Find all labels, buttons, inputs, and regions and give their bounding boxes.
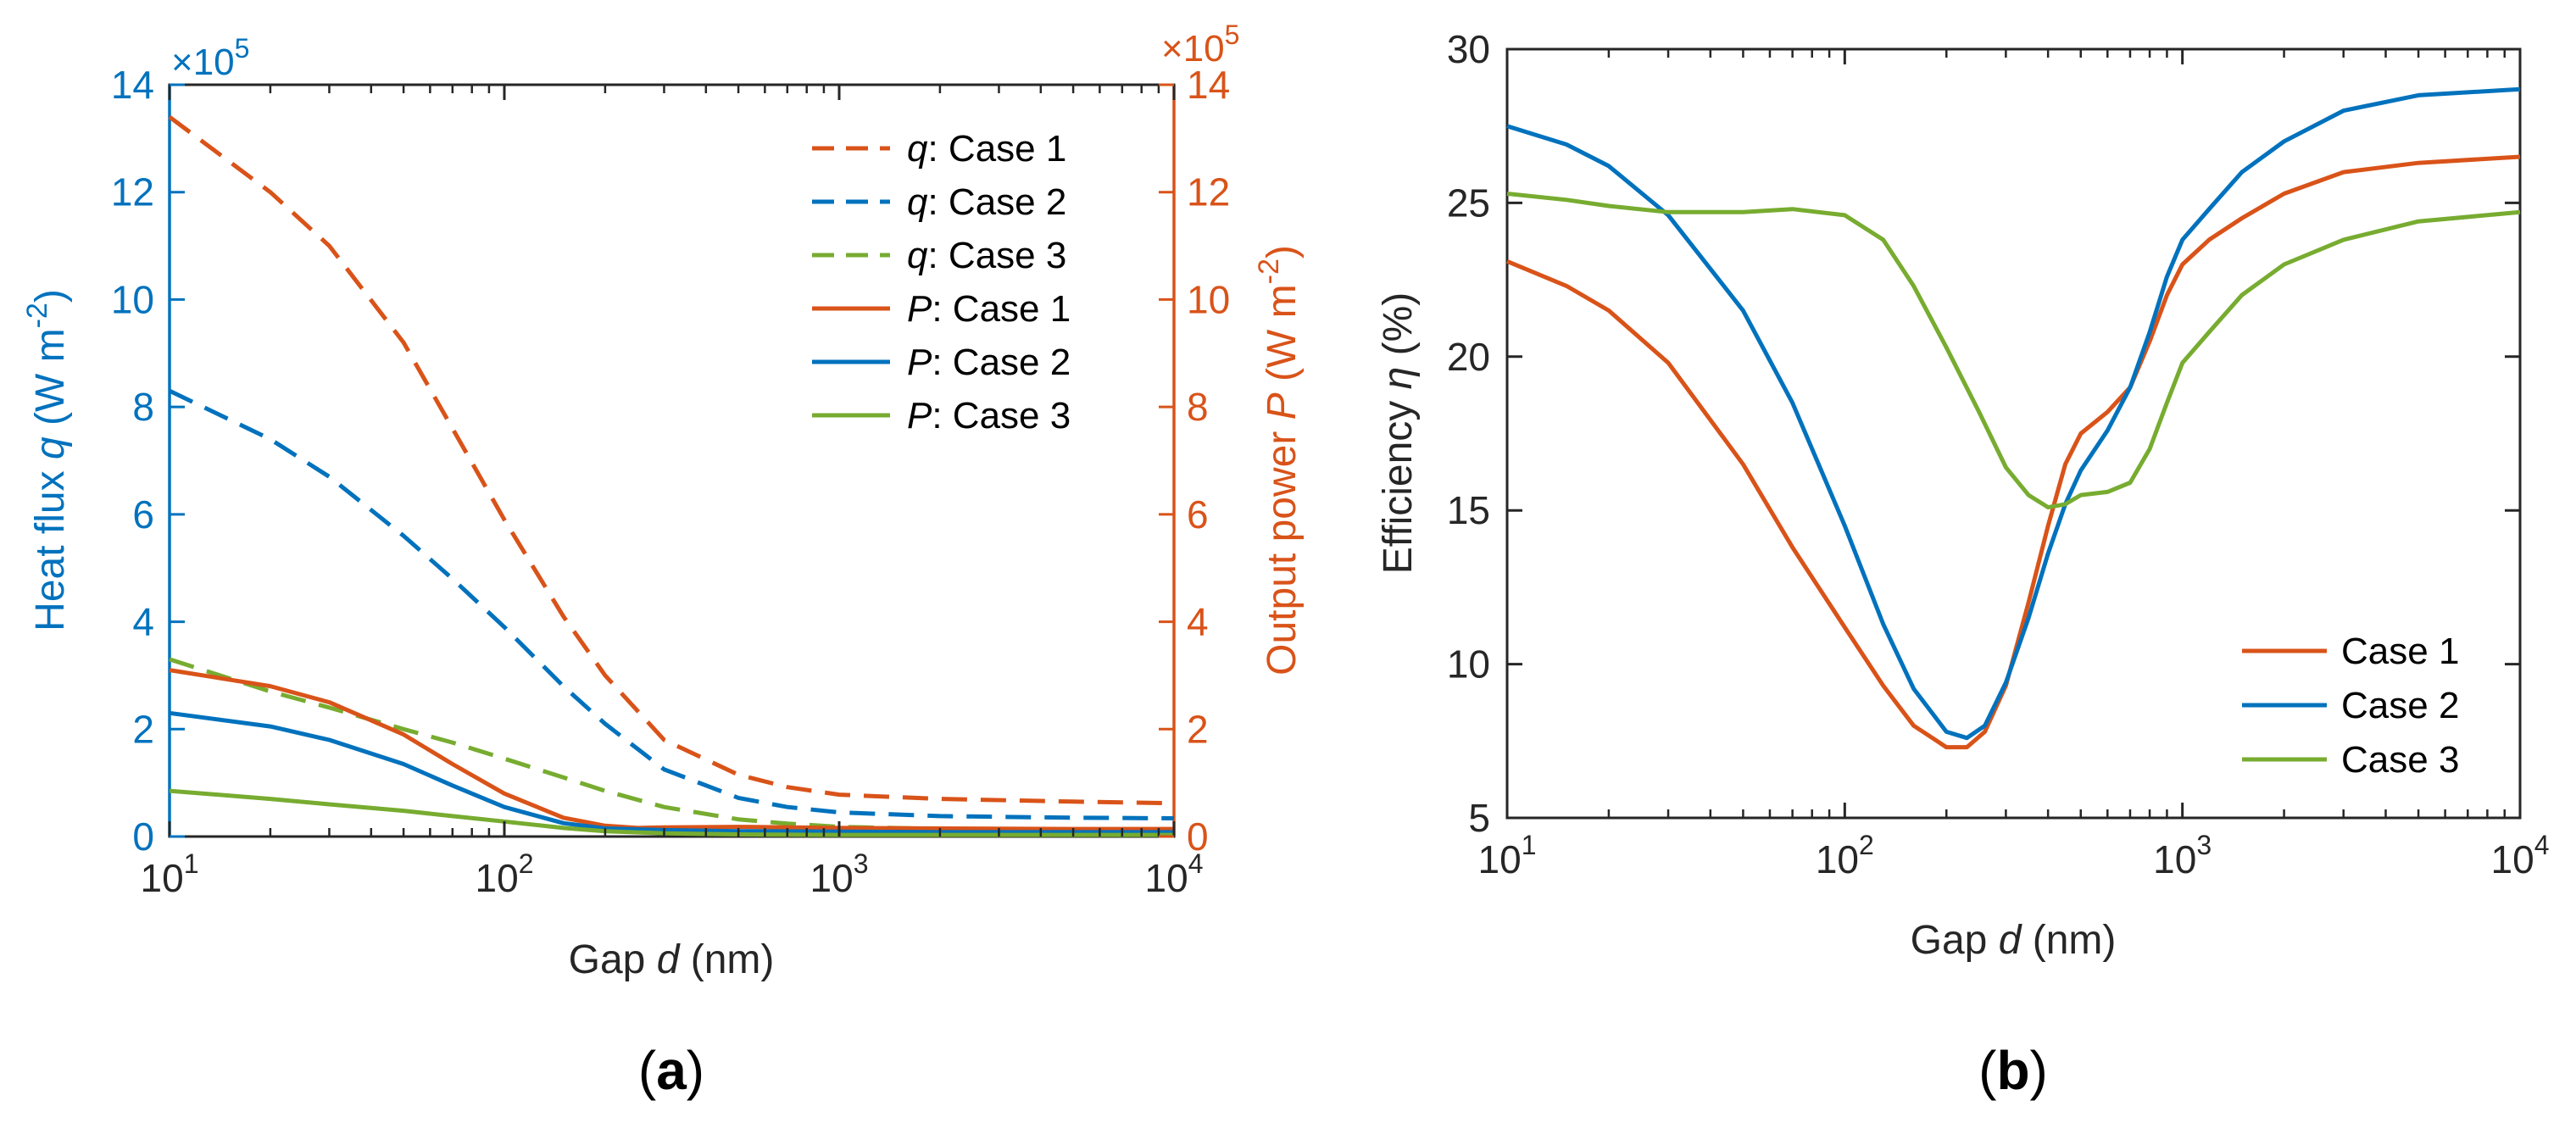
series-line-case-1 <box>1506 154 2521 750</box>
panel-a-left-ytick-label: 8 <box>132 385 154 429</box>
panel-a-right-ytick-label: 14 <box>1187 63 1230 107</box>
panel-b: 101 102 103 104 5 10 15 20 25 30 Gap d (… <box>1376 27 2549 1101</box>
panel-b-ytick-label: 30 <box>1447 27 1490 71</box>
panel-b-xtick-label: 102 <box>1816 830 1874 881</box>
panel-b-y-tick-labels: 5 10 15 20 25 30 <box>1447 27 1490 840</box>
panel-a-right-ytick-label: 12 <box>1187 170 1230 214</box>
panel-b-x-axis-label: Gap d (nm) <box>1911 918 2117 963</box>
panel-a-right-multiplier: ×105 <box>1161 19 1239 69</box>
panel-a-series-group <box>168 114 1175 837</box>
panel-a-x-axis-label: Gap d (nm) <box>569 937 775 982</box>
series-line-q-case-1 <box>168 114 1175 806</box>
series-line-p-case-1 <box>169 668 1174 831</box>
series-line-p-case-2 <box>169 710 1174 835</box>
panel-b-legend: Case 1 Case 2 Case 3 <box>2242 631 2459 781</box>
legend-label-p-case-2: P: Case 2 <box>907 342 1071 383</box>
legend-label-case-3: Case 3 <box>2341 739 2459 781</box>
panel-a-right-ytick-label: 8 <box>1187 385 1209 429</box>
legend-label-p-case-1: P: Case 1 <box>907 288 1071 330</box>
legend-label-case-2: Case 2 <box>2341 685 2459 726</box>
panel-a-xtick-label: 104 <box>1145 848 1204 900</box>
panel-a-xtick-label: 103 <box>810 848 869 900</box>
legend-label-p-case-3: P: Case 3 <box>907 395 1071 436</box>
panel-a-ticks <box>168 83 1176 838</box>
legend-label-q-case-2: q: Case 2 <box>907 181 1066 223</box>
panel-a: 101 102 103 104 0 2 4 6 8 10 12 14 0 2 4… <box>21 19 1305 1101</box>
panel-a-right-ytick-label: 0 <box>1187 814 1209 859</box>
panel-a-left-ytick-label: 6 <box>132 492 154 536</box>
series-line-case-2 <box>1506 86 2521 741</box>
panel-a-label: (a) <box>638 1040 704 1101</box>
panel-a-left-ytick-label: 4 <box>132 600 154 644</box>
panel-b-ytick-label: 5 <box>1468 796 1490 840</box>
panel-a-left-ytick-label: 10 <box>111 277 154 321</box>
panel-b-y-axis-label: Efficiency η (%) <box>1376 292 1421 575</box>
panel-a-right-axis-label: Output power P (W m-2) <box>1253 245 1305 675</box>
panel-a-left-ytick-label: 0 <box>132 814 154 859</box>
legend-label-q-case-3: q: Case 3 <box>907 235 1066 276</box>
legend-label-case-1: Case 1 <box>2341 631 2459 672</box>
panel-a-right-ytick-label: 4 <box>1187 600 1209 644</box>
panel-a-left-axis-label: Heat flux q (W m-2) <box>21 289 73 631</box>
panel-b-x-tick-labels: 101 102 103 104 <box>1478 830 2550 881</box>
panel-a-left-ytick-label: 14 <box>111 63 154 107</box>
panel-a-x-tick-labels: 101 102 103 104 <box>141 848 1204 900</box>
series-line-p-case-3 <box>169 788 1174 837</box>
panel-a-left-tick-labels: 0 2 4 6 8 10 12 14 <box>111 63 154 859</box>
legend-label-q-case-1: q: Case 1 <box>907 128 1066 170</box>
panel-a-right-tick-labels: 0 2 4 6 8 10 12 14 <box>1187 63 1230 859</box>
panel-b-frame <box>1505 47 2522 820</box>
panel-a-left-ytick-label: 2 <box>132 707 154 751</box>
series-line-q-case-2 <box>168 388 1175 820</box>
panel-b-series-group <box>1506 86 2521 750</box>
panel-b-xtick-label: 101 <box>1478 830 1537 881</box>
series-line-case-3 <box>1506 192 2521 510</box>
panel-a-left-multiplier: ×105 <box>171 33 249 83</box>
panel-b-label: (b) <box>1978 1040 2048 1101</box>
panel-b-ytick-label: 20 <box>1447 335 1490 379</box>
panel-a-right-ytick-label: 10 <box>1187 277 1230 321</box>
panel-b-ytick-label: 25 <box>1447 181 1490 225</box>
panel-a-right-ytick-label: 2 <box>1187 707 1209 751</box>
panel-b-ticks <box>1505 47 2522 820</box>
panel-b-ytick-label: 15 <box>1447 488 1490 532</box>
panel-a-left-ytick-label: 12 <box>111 170 154 214</box>
panel-a-xtick-label: 101 <box>141 848 199 900</box>
panel-a-xtick-label: 102 <box>476 848 534 900</box>
panel-b-xtick-label: 104 <box>2491 830 2550 881</box>
panel-a-right-ytick-label: 6 <box>1187 492 1209 536</box>
panel-b-ytick-label: 10 <box>1447 642 1490 687</box>
panel-a-legend: q: Case 1 q: Case 2 q: Case 3 P: Case 1 … <box>812 128 1071 436</box>
panel-b-xtick-label: 103 <box>2153 830 2212 881</box>
